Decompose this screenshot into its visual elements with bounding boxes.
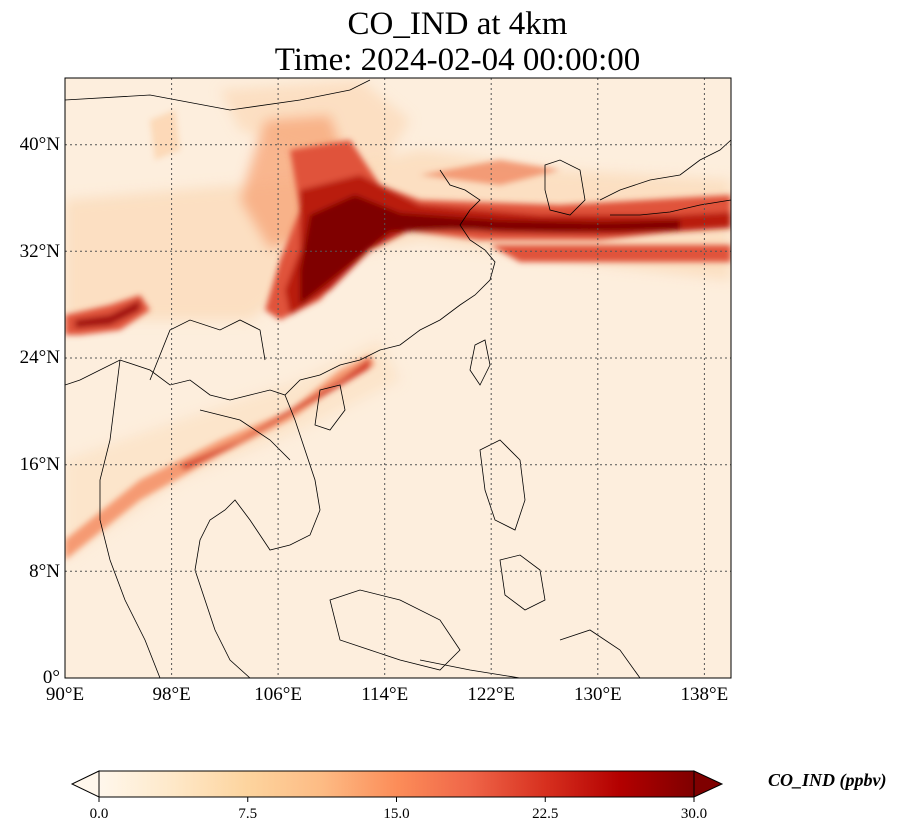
colorbar-tick-label: 7.5: [238, 806, 258, 822]
map-title-line-2: Time: 2024-02-04 00:00:00: [274, 42, 641, 78]
y-tick-label: 8°N: [29, 561, 60, 582]
x-tick-label: 122°E: [467, 684, 516, 705]
x-tick-label: 90°E: [45, 684, 85, 705]
y-tick-label: 0°: [42, 667, 60, 688]
colorbar-label: CO_IND (ppbv): [768, 770, 887, 790]
colorbar-min-arrow: [70, 770, 100, 798]
colorbar-gradient: [99, 771, 694, 797]
y-tick-label: 32°N: [19, 241, 60, 262]
y-tick-label: 16°N: [19, 454, 60, 475]
x-tick-label: 98°E: [152, 684, 191, 705]
concentration-field: [65, 78, 731, 678]
colorbar: [70, 770, 724, 802]
x-tick-label: 138°E: [680, 684, 729, 705]
colorbar-tick-label: 22.5: [532, 806, 559, 822]
colorbar-tick-label: 0.0: [89, 806, 109, 822]
colorbar-tick-label: 15.0: [383, 806, 410, 822]
plume-core: [65, 110, 731, 560]
x-tick-label: 114°E: [361, 684, 409, 705]
map-frame: [64, 77, 732, 679]
coastlines: [65, 79, 731, 678]
map-title-line-1: CO_IND at 4km: [347, 6, 568, 42]
x-tick-label: 130°E: [573, 684, 622, 705]
colorbar-max-arrow: [693, 770, 724, 798]
y-tick-label: 40°N: [19, 134, 60, 155]
y-tick-label: 24°N: [19, 347, 60, 368]
gridlines: [65, 78, 731, 678]
x-tick-label: 106°E: [254, 684, 302, 705]
colorbar-tick-label: 30.0: [680, 806, 708, 822]
